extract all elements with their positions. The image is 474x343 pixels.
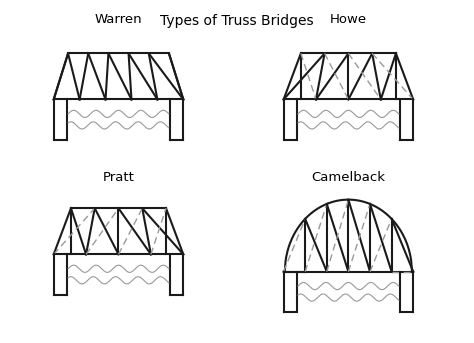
Title: Warren: Warren	[95, 13, 142, 26]
Text: Types of Truss Bridges: Types of Truss Bridges	[160, 14, 314, 28]
Title: Howe: Howe	[330, 13, 367, 26]
Title: Camelback: Camelback	[311, 171, 385, 184]
Title: Pratt: Pratt	[102, 171, 135, 184]
